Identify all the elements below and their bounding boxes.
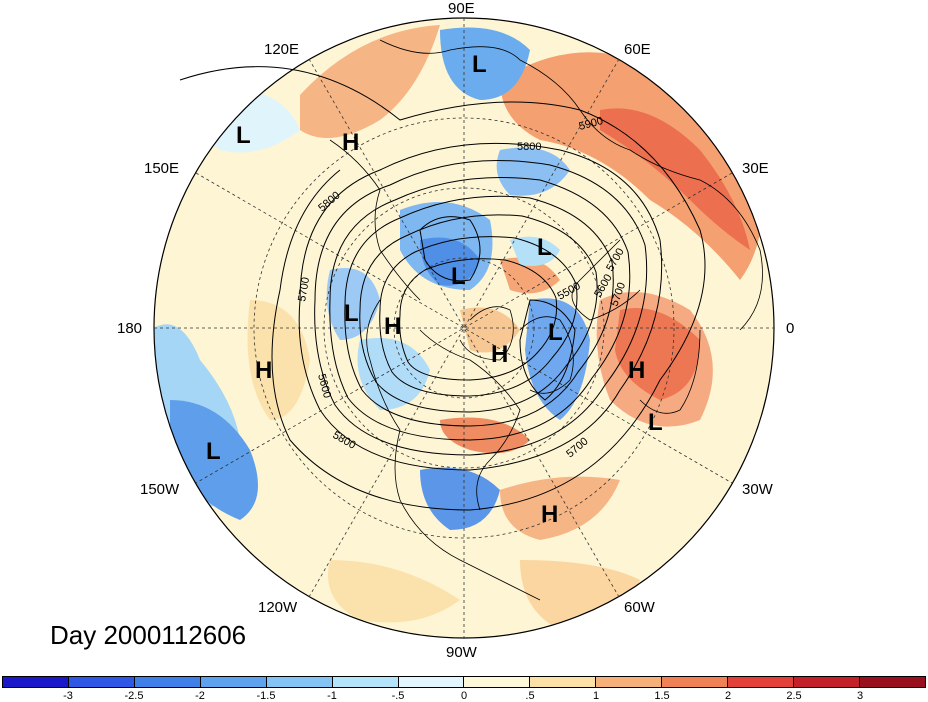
lon-label-90w: 90W (446, 644, 477, 661)
pressure-center-label: H (541, 501, 558, 528)
lon-label-150w: 150W (140, 481, 180, 498)
lon-label-30e: 30E (742, 160, 769, 177)
colorbar-tick-label: 0 (460, 690, 468, 702)
colorbar-tick-label: 1.5 (654, 690, 670, 702)
pressure-center-label: H (342, 129, 359, 156)
lon-label-120e: 120E (264, 41, 300, 58)
colorbar-swatch (464, 677, 531, 687)
pressure-center-label: L (548, 319, 563, 346)
colorbar-tick-label: 2.5 (786, 690, 802, 702)
pressure-center-label: L (344, 300, 359, 327)
pressure-center-label: L (206, 438, 221, 465)
lon-label-180: 180 (117, 320, 143, 337)
colorbar-swatch (68, 677, 135, 687)
anomaly-shading (154, 18, 774, 638)
polar-stereographic-map: 5900 5800 5800 5800 5700 5700 5600 5500 … (153, 17, 775, 639)
coastlines (329, 39, 763, 601)
pressure-center-label: H (628, 357, 645, 384)
graticule (154, 18, 774, 638)
contour-label: 5700 (296, 276, 312, 302)
colorbar-swatch (134, 677, 201, 687)
pressure-center-label: L (236, 122, 251, 149)
colorbar-tick-label: 3 (856, 690, 864, 702)
pressure-center-label: H (255, 357, 272, 384)
colorbar-swatch (794, 677, 860, 687)
colorbar-swatch (332, 677, 399, 687)
day-title: Day 2000112606 (50, 620, 247, 650)
lon-label-60e: 60E (624, 41, 651, 58)
colorbar-swatch (3, 677, 69, 687)
pressure-center-label: L (648, 409, 663, 436)
colorbar-swatch (859, 677, 925, 687)
lon-label-90e: 90E (448, 0, 475, 17)
pressure-center-label: L (472, 51, 487, 78)
colorbar-swatch (530, 677, 597, 687)
colorbar-swatch (662, 677, 729, 687)
colorbar-swatch (728, 677, 795, 687)
pressure-center-label: L (451, 263, 466, 290)
colorbar-tick-label: 2 (724, 690, 732, 702)
colorbar (2, 676, 926, 688)
pressure-center-label: L (537, 234, 552, 261)
pressure-center-label: H (384, 313, 401, 340)
pressure-center-label: H (491, 341, 508, 368)
lon-label-120w: 120W (258, 599, 298, 616)
colorbar-tick-label: -2.5 (124, 690, 144, 702)
pressure-center-group: L H L L L L H H L H L H L H (206, 51, 663, 528)
contour-label: 5800 (517, 141, 541, 153)
colorbar-swatch (398, 677, 465, 687)
lon-label-0: 0 (786, 320, 795, 337)
height-contours (179, 66, 706, 511)
lon-label-150e: 150E (144, 160, 180, 177)
colorbar-tick-label: -3 (63, 690, 73, 702)
lon-label-30w: 30W (742, 481, 773, 498)
colorbar-swatch (266, 677, 333, 687)
colorbar-tick-label: .5 (525, 690, 535, 702)
colorbar-tick-label: -.5 (391, 690, 405, 702)
colorbar-tick-label: -1.5 (256, 690, 276, 702)
colorbar-tick-label: 1 (592, 690, 600, 702)
colorbar-swatch (596, 677, 663, 687)
colorbar-tick-label: -1 (327, 690, 337, 702)
colorbar-tick-label: -2 (195, 690, 205, 702)
colorbar-swatch (200, 677, 267, 687)
lon-label-60w: 60W (624, 599, 655, 616)
